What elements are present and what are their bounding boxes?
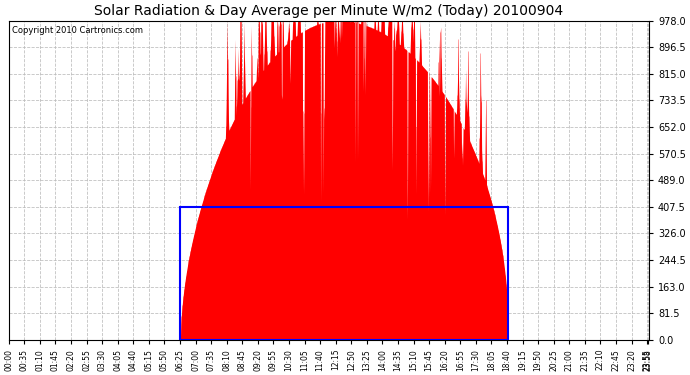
Bar	[180, 207, 509, 340]
Text: Copyright 2010 Cartronics.com: Copyright 2010 Cartronics.com	[12, 26, 143, 34]
Title: Solar Radiation & Day Average per Minute W/m2 (Today) 20100904: Solar Radiation & Day Average per Minute…	[95, 4, 563, 18]
